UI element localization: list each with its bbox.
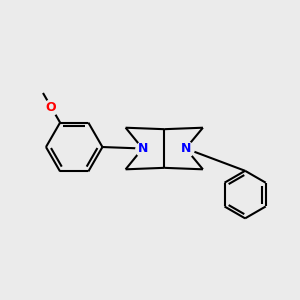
Text: N: N xyxy=(181,142,191,155)
Text: O: O xyxy=(46,100,56,114)
Text: O: O xyxy=(46,100,56,114)
Text: O: O xyxy=(46,100,56,114)
Text: N: N xyxy=(181,142,191,155)
Text: N: N xyxy=(137,142,148,155)
Text: N: N xyxy=(137,142,148,155)
